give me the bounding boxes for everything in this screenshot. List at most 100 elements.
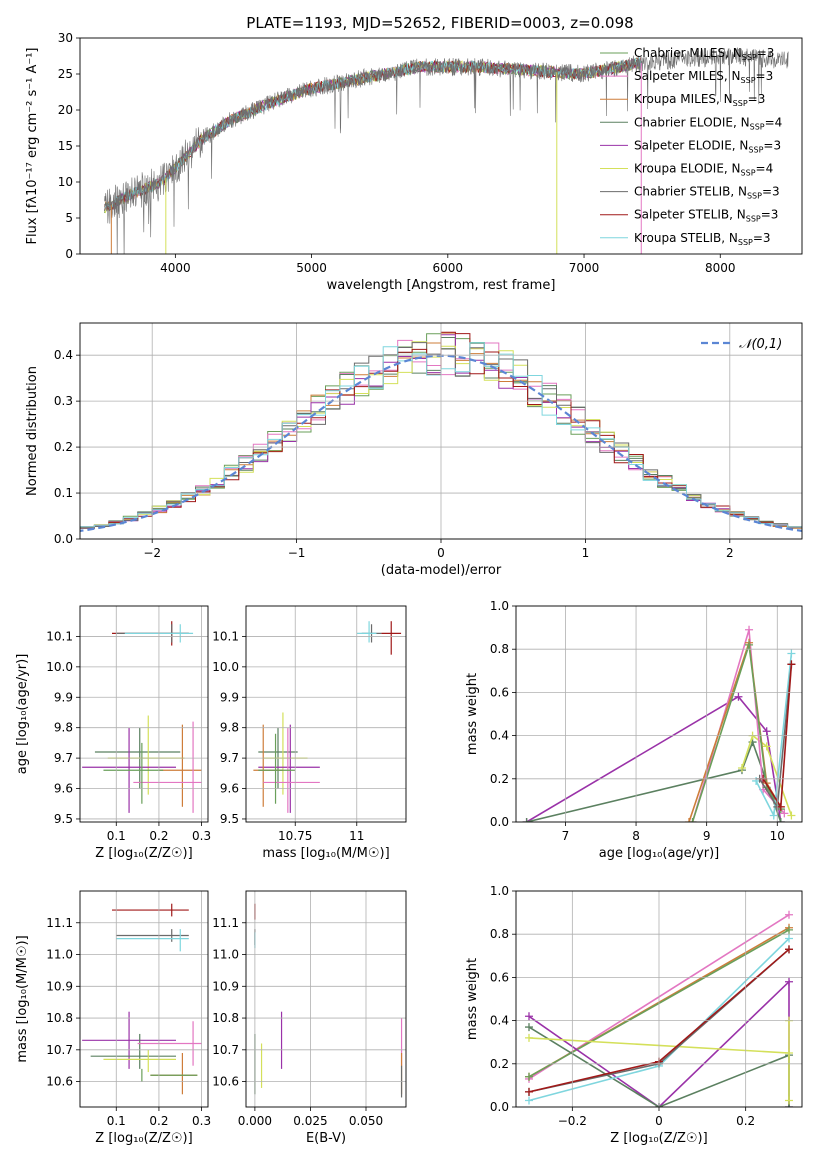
x-tick-label: 11 — [349, 829, 364, 843]
mass-weight-marker — [685, 818, 694, 822]
model-spectrum-line — [104, 58, 642, 212]
y-tick-label: 20 — [58, 103, 73, 117]
x-axis-label: E(B-V) — [306, 1131, 346, 1146]
x-tick-label: 1 — [582, 546, 590, 560]
x-axis-label: mass [log₁₀(M/M☉)] — [262, 846, 389, 861]
mass-weight-marker — [785, 1049, 793, 1057]
y-tick-label: 10.9 — [212, 979, 239, 993]
y-tick-label: 0.2 — [54, 440, 73, 454]
mass-weight-marker — [525, 1096, 533, 1105]
legend-entry: Chabrier MILES, NSSP=3 — [634, 46, 774, 62]
y-tick-label: 0.4 — [490, 729, 509, 743]
y-axis-label: mass weight — [465, 958, 480, 1040]
y-tick-label: 0.4 — [54, 348, 73, 362]
gaussian-legend-label: 𝒩(0,1) — [739, 337, 782, 352]
y-tick-label: 10.7 — [212, 1043, 239, 1057]
y-tick-label: 9.7 — [54, 751, 73, 765]
x-tick-label: −0.2 — [558, 1114, 587, 1128]
x-axis-label: Z [log₁₀(Z/Z☉)] — [95, 846, 192, 861]
model-spectrum-line — [104, 58, 642, 212]
y-tick-label: 5 — [65, 211, 73, 225]
x-tick-label: 0.2 — [149, 829, 168, 843]
y-tick-label: 0.0 — [490, 1100, 509, 1114]
legend-entry: Salpeter STELIB, NSSP=3 — [634, 208, 778, 224]
x-axis-label: Z [log₁₀(Z/Z☉)] — [95, 1131, 192, 1146]
plot-area — [254, 903, 403, 1098]
model-spectrum-line — [104, 57, 641, 209]
x-axis-label: Z [log₁₀(Z/Z☉)] — [610, 1131, 707, 1146]
mass-weight-marker — [522, 818, 531, 822]
mass-weight-marker — [525, 1012, 533, 1021]
y-tick-label: 10.1 — [212, 629, 239, 643]
mass-weight-marker — [785, 977, 793, 986]
x-tick-label: 0.1 — [107, 1114, 126, 1128]
mass-weight-marker — [745, 640, 754, 649]
mass-weight-marker — [762, 742, 771, 751]
plot-area — [253, 621, 402, 813]
y-axis-label: age [log₁₀(age/yr)] — [15, 654, 30, 775]
x-tick-label: 0.025 — [293, 1114, 327, 1128]
y-tick-label: 15 — [58, 139, 73, 153]
mass-weight-marker — [785, 934, 793, 943]
axes-frame — [515, 890, 803, 1108]
y-tick-label: 9.6 — [220, 782, 239, 796]
y-tick-label: 9.8 — [54, 721, 73, 735]
x-tick-label: 7000 — [569, 261, 600, 275]
y-tick-label: 9.9 — [220, 690, 239, 704]
x-tick-label: 6000 — [433, 261, 464, 275]
y-tick-label: 11.0 — [212, 948, 239, 962]
mass-weight-line — [691, 644, 782, 822]
y-tick-label: 0.1 — [54, 486, 73, 500]
model-spectrum-line — [104, 58, 641, 214]
panel-massweight_vs_age: 7 8 9 10 0.0 0.2 0.4 0.6 0.8 1.0 age [log₁₀(age/yr… — [465, 599, 803, 861]
x-tick-label: 0.2 — [149, 1114, 168, 1128]
y-tick-label: 0.6 — [490, 970, 509, 984]
y-tick-label: 10.1 — [46, 629, 73, 643]
mass-weight-line — [526, 739, 782, 822]
x-tick-label: −2 — [143, 546, 161, 560]
mass-weight-marker — [734, 692, 743, 701]
mass-weight-marker — [787, 649, 796, 658]
y-tick-label: 9.5 — [54, 812, 73, 826]
legend-entry: Kroupa STELIB, NSSP=3 — [634, 231, 771, 247]
model-spectrum-line — [104, 60, 641, 211]
plot-area — [104, 47, 789, 254]
y-tick-label: 0.8 — [490, 642, 509, 656]
x-axis-label: (data-model)/error — [381, 563, 502, 578]
x-tick-label: 8 — [632, 829, 640, 843]
axes-frame — [245, 890, 407, 1108]
y-tick-label: 9.6 — [54, 782, 73, 796]
panel-spectrum: 4000 5000 6000 7000 8000 0 5 10 15 20 25 30 waveleng… — [25, 31, 803, 293]
y-tick-label: 0 — [65, 247, 73, 261]
y-tick-label: 9.7 — [220, 751, 239, 765]
panel-massweight_vs_Z: −0.2 0 0.2 0.0 0.2 0.4 0.6 0.8 1.0 Z [log₁₀(Z/Z☉)… — [465, 884, 803, 1146]
mass-weight-marker — [525, 1033, 533, 1042]
x-tick-label: 9 — [703, 829, 711, 843]
x-tick-label: −1 — [288, 546, 306, 560]
y-tick-label: 0.8 — [490, 927, 509, 941]
panel-mass_vs_EBV: 0.000 0.025 0.050 10.6 10.7 10.8 10.9 11.0 11.1 E… — [212, 890, 407, 1146]
x-tick-label: 0.2 — [736, 1114, 755, 1128]
mass-weight-marker — [688, 818, 697, 822]
mass-weight-marker — [525, 1072, 533, 1081]
mass-weight-marker — [525, 1023, 533, 1032]
axes-frame — [515, 605, 803, 823]
y-tick-label: 1.0 — [490, 599, 509, 613]
y-tick-label: 0.2 — [490, 1057, 509, 1071]
x-tick-label: 0 — [655, 1114, 663, 1128]
y-tick-label: 1.0 — [490, 884, 509, 898]
y-tick-label: 11.0 — [46, 948, 73, 962]
x-axis-label: age [log₁₀(age/yr)] — [599, 846, 720, 861]
y-tick-label: 9.8 — [220, 721, 239, 735]
x-tick-label: 0.1 — [107, 829, 126, 843]
mass-weight-line — [526, 695, 782, 822]
model-spectrum-line — [104, 59, 642, 214]
x-tick-label: 2 — [726, 546, 734, 560]
figure-title: PLATE=1193, MJD=52652, FIBERID=0003, z=0… — [246, 14, 633, 32]
mass-weight-marker — [787, 811, 796, 820]
legend-entry: Chabrier STELIB, NSSP=3 — [634, 185, 780, 201]
legend-entry: Chabrier ELODIE, NSSP=4 — [634, 115, 782, 131]
mass-weight-marker — [785, 1096, 793, 1105]
x-tick-label: 7 — [562, 829, 570, 843]
x-tick-label: 4000 — [160, 261, 191, 275]
